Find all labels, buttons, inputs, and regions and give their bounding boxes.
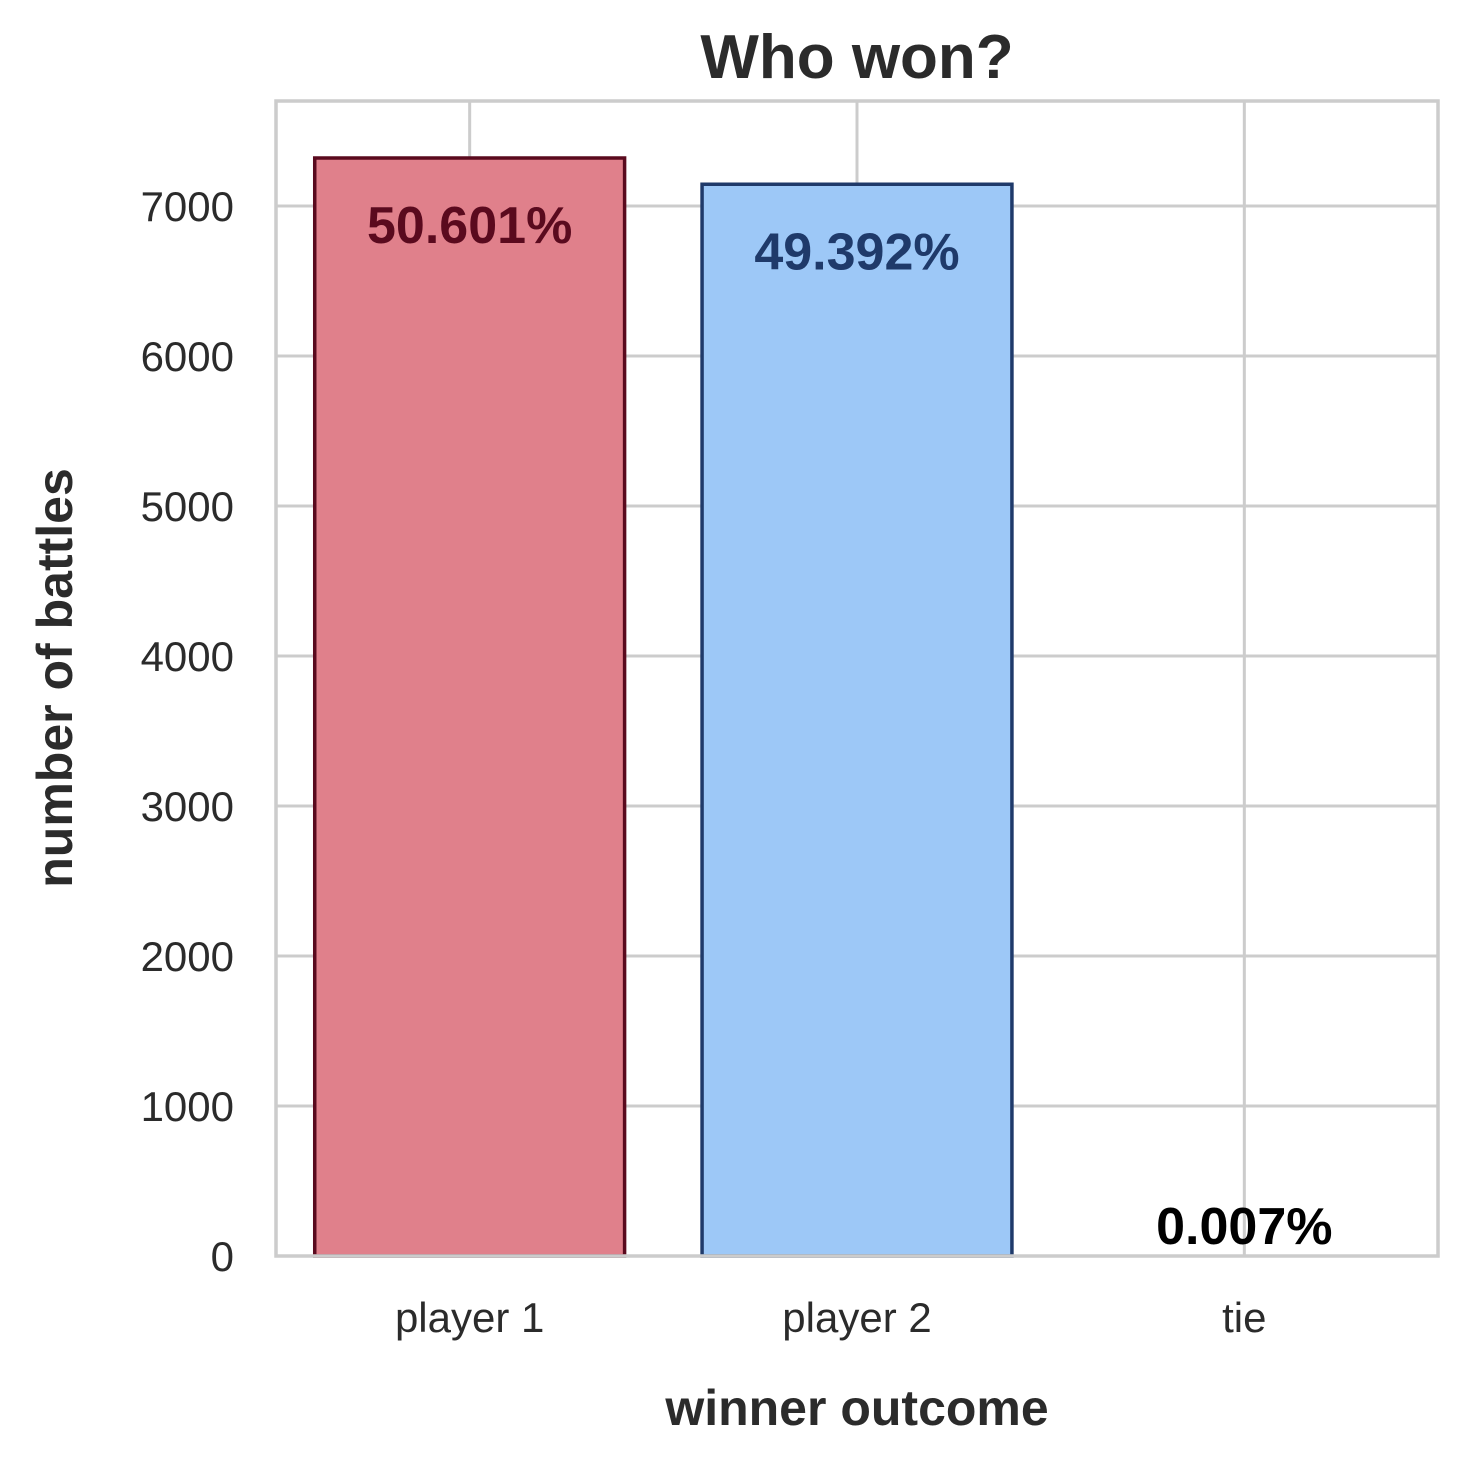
chart-title: Who won? xyxy=(700,23,1013,92)
plot-frame xyxy=(274,99,1440,1258)
y-tick-label: 1000 xyxy=(141,1083,234,1130)
bar-player-2 xyxy=(700,182,1014,1258)
data-label: 0.007% xyxy=(1156,1198,1332,1256)
x-tick-label: tie xyxy=(1222,1294,1266,1341)
y-tick-label: 6000 xyxy=(141,333,234,380)
data-label: 49.392% xyxy=(754,223,959,281)
y-tick-label: 4000 xyxy=(141,633,234,680)
x-tick-label: player 2 xyxy=(782,1294,931,1341)
y-tick-labels: 0 1000 2000 3000 4000 5000 6000 7000 xyxy=(141,183,234,1280)
data-labels: 50.601% 49.392% 0.007% xyxy=(367,197,1333,1256)
x-axis-label: winner outcome xyxy=(664,1380,1048,1436)
bar-player-1 xyxy=(312,156,627,1258)
y-tick-label: 2000 xyxy=(141,933,234,980)
y-tick-label: 3000 xyxy=(141,783,234,830)
y-tick-label: 7000 xyxy=(141,183,234,230)
x-tick-labels: player 1 player 2 tie xyxy=(395,1294,1267,1341)
bars xyxy=(312,156,1400,1258)
y-axis-label: number of battles xyxy=(27,468,83,887)
y-tick-label: 0 xyxy=(211,1233,234,1280)
data-label: 50.601% xyxy=(367,197,572,255)
x-tick-label: player 1 xyxy=(395,1294,544,1341)
y-tick-label: 5000 xyxy=(141,483,234,530)
